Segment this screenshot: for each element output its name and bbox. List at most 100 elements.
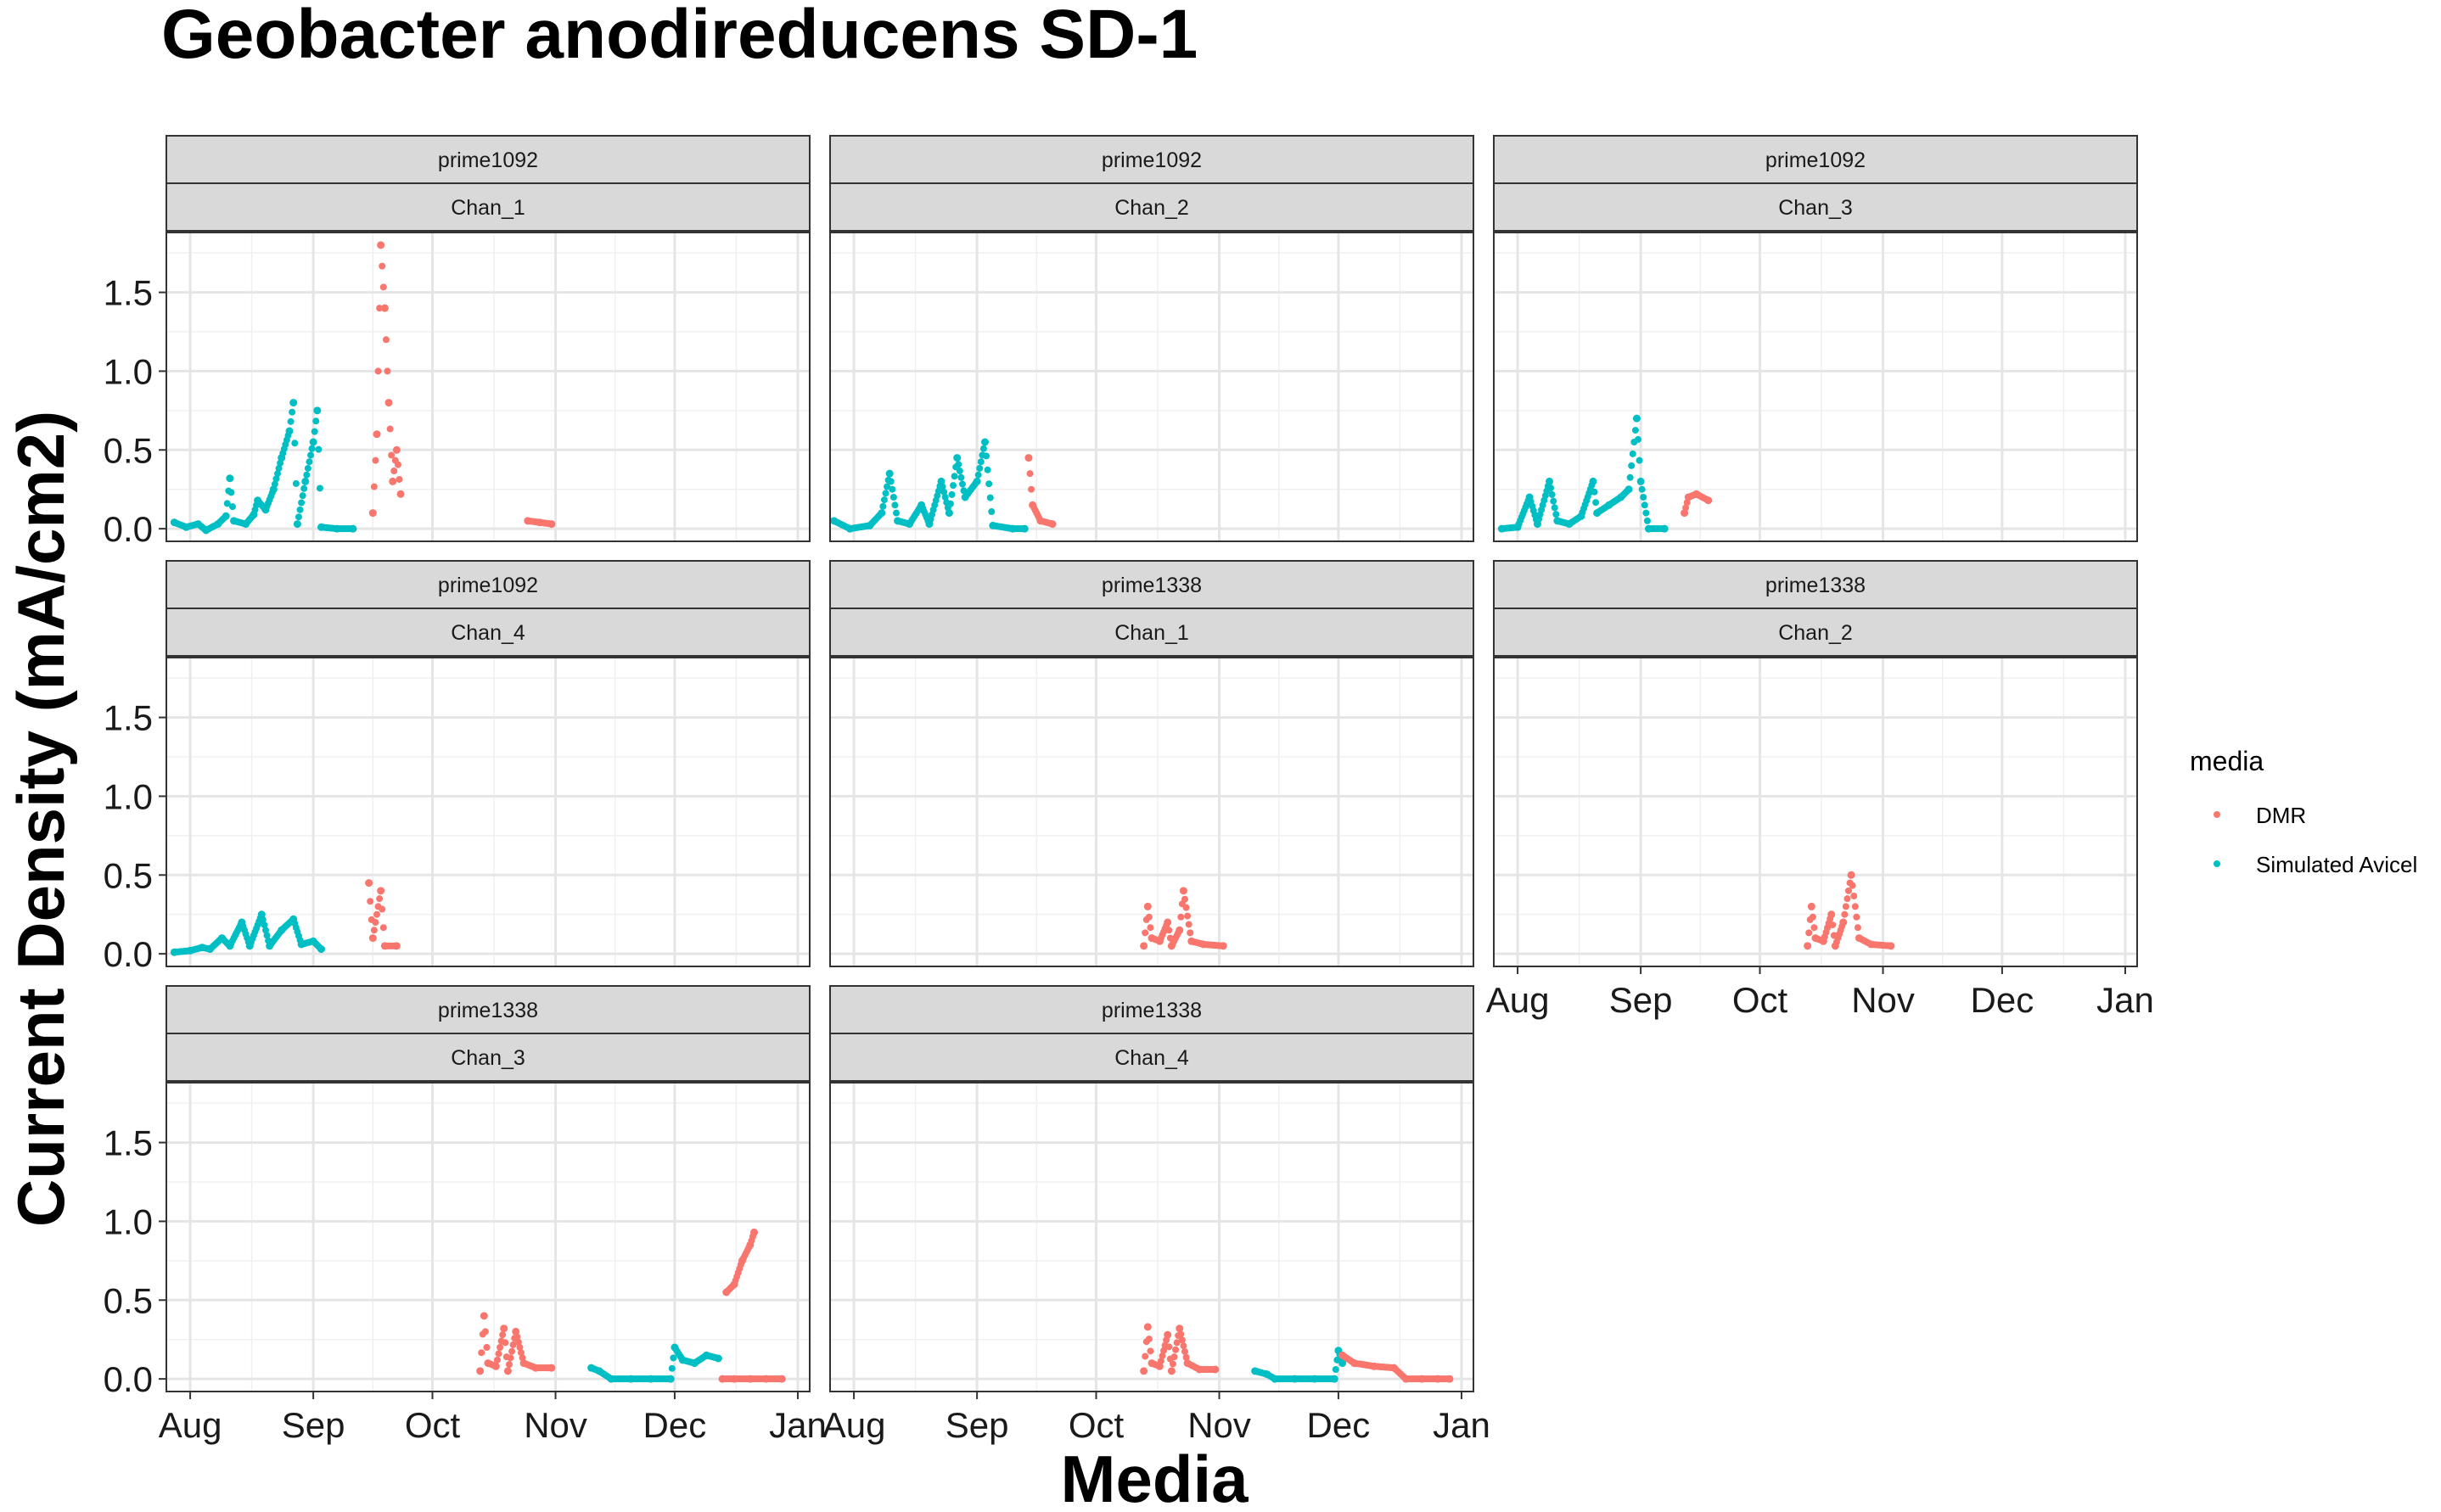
- data-points: [830, 438, 1057, 533]
- data-point: [974, 471, 982, 479]
- data-points: [170, 879, 401, 956]
- data-point: [296, 506, 304, 513]
- data-point: [372, 456, 379, 464]
- data-point: [1641, 501, 1648, 509]
- data-point: [1853, 913, 1860, 921]
- facet-panel: prime1338 Chan_2: [1493, 560, 2138, 967]
- data-point: [1140, 942, 1148, 950]
- plot-area: [830, 658, 1473, 966]
- data-point: [512, 1327, 520, 1336]
- data-point: [946, 500, 954, 507]
- y-tick-label: 0.5: [104, 430, 153, 470]
- data-point: [309, 438, 317, 446]
- x-tick-label: Oct: [1069, 1405, 1125, 1445]
- data-point: [1180, 1342, 1187, 1350]
- data-point: [222, 512, 230, 520]
- strip-label-instrument: prime1338: [1765, 574, 1866, 597]
- data-point: [307, 451, 315, 459]
- data-point: [1809, 913, 1816, 921]
- data-point: [1176, 1324, 1184, 1333]
- data-point: [287, 417, 295, 425]
- facet-strip: [166, 1033, 811, 1082]
- plot-area: [1494, 658, 2137, 966]
- data-point: [547, 1364, 556, 1372]
- data-point: [940, 488, 948, 496]
- data-point: [668, 1364, 676, 1372]
- strip-label-channel: Chan_3: [451, 1046, 525, 1070]
- data-point: [950, 482, 957, 490]
- y-axis-label: Current Density (mA/cm2): [3, 411, 78, 1227]
- gridlines: [166, 1083, 810, 1392]
- panel-border: [829, 657, 1474, 967]
- facet-strip: [166, 182, 811, 232]
- x-tick-label: Oct: [405, 1405, 461, 1445]
- y-tick-label: 1.5: [104, 698, 153, 738]
- strip-label-instrument: prime1092: [438, 574, 538, 597]
- data-point: [1048, 520, 1057, 529]
- data-point: [1157, 1358, 1164, 1365]
- gridlines: [830, 232, 1473, 541]
- x-tick-label: Nov: [1851, 980, 1915, 1020]
- data-point: [1178, 1336, 1186, 1344]
- data-point: [390, 468, 398, 475]
- data-point: [308, 445, 316, 452]
- data-point: [316, 484, 323, 492]
- data-point: [1181, 895, 1188, 903]
- data-points: [170, 241, 556, 535]
- facet-strip: [166, 608, 811, 657]
- strip-label-channel: Chan_1: [1114, 621, 1189, 645]
- facet-strip: [1493, 608, 2138, 657]
- data-point: [476, 1367, 485, 1375]
- plot-area: [830, 1083, 1473, 1392]
- data-point: [1211, 1365, 1220, 1374]
- strip-label-channel: Chan_1: [451, 196, 525, 220]
- x-tick-label: Nov: [1187, 1405, 1251, 1445]
- data-point: [379, 262, 386, 270]
- legend-dmr-label: DMR: [2256, 803, 2306, 828]
- y-tick-label: 0.5: [104, 1280, 153, 1320]
- data-point: [1625, 485, 1633, 494]
- data-point: [396, 490, 405, 498]
- data-point: [507, 1354, 514, 1362]
- data-point: [505, 1361, 513, 1369]
- x-tick-label: Dec: [1971, 980, 2034, 1020]
- data-point: [547, 520, 556, 529]
- data-point: [373, 430, 381, 439]
- data-point: [394, 461, 401, 468]
- data-point: [1026, 470, 1034, 478]
- data-point: [1629, 450, 1636, 457]
- data-point: [500, 1324, 508, 1333]
- data-point: [953, 454, 962, 462]
- data-point: [1636, 477, 1645, 485]
- plot-area: [166, 232, 810, 541]
- x-tick-label: Aug: [822, 1405, 886, 1445]
- data-point: [263, 932, 271, 939]
- data-point: [274, 470, 282, 478]
- data-point: [1643, 517, 1651, 524]
- data-point: [1631, 427, 1639, 434]
- data-point: [1640, 494, 1647, 501]
- data-point: [1682, 504, 1690, 512]
- x-tick-label: Aug: [1486, 980, 1550, 1020]
- data-point: [483, 1344, 491, 1351]
- data-point: [941, 494, 949, 501]
- data-point: [1850, 893, 1858, 900]
- x-tick-label: Aug: [159, 1405, 222, 1445]
- data-point: [1338, 1359, 1347, 1368]
- y-tick-label: 0.0: [104, 934, 153, 974]
- data-point: [666, 1375, 675, 1383]
- x-axis-label: Media: [1060, 1442, 1249, 1512]
- data-point: [1145, 913, 1153, 921]
- facet-panel: prime1338 Chan_4: [829, 985, 1474, 1392]
- facet-strip: [166, 135, 811, 184]
- data-point: [1851, 903, 1859, 910]
- data-point: [945, 509, 953, 518]
- gridlines: [830, 1083, 1473, 1392]
- data-point: [1552, 511, 1560, 518]
- data-point: [777, 1375, 786, 1383]
- data-point: [948, 490, 956, 498]
- data-point: [370, 927, 378, 934]
- strip-label-instrument: prime1338: [438, 999, 538, 1022]
- data-point: [499, 1331, 507, 1339]
- data-point: [988, 508, 996, 516]
